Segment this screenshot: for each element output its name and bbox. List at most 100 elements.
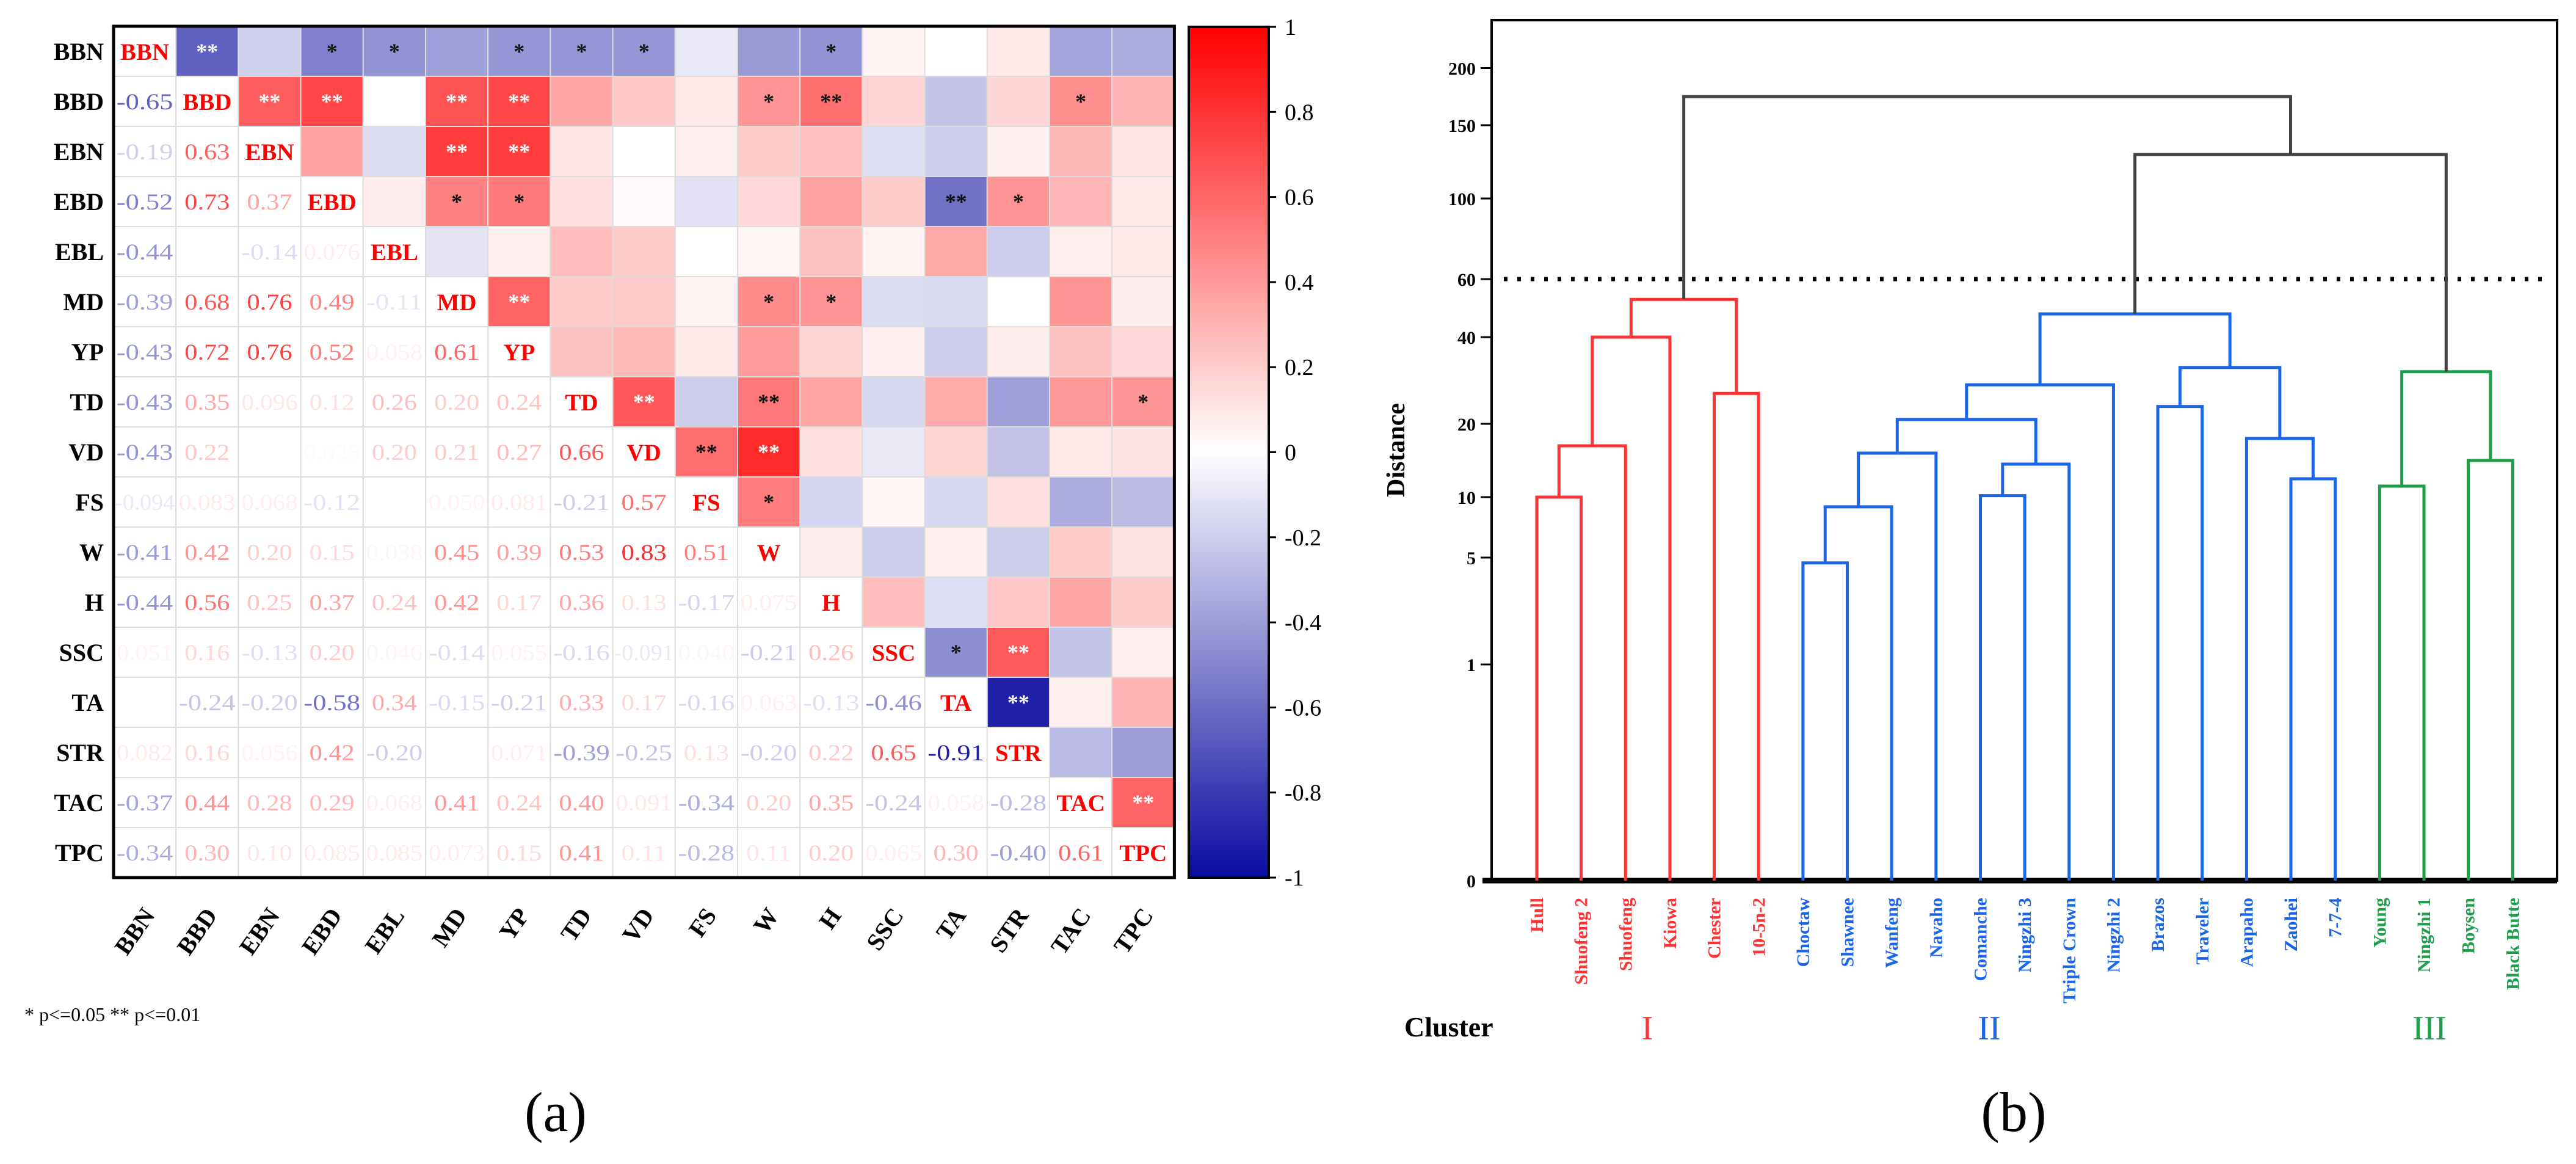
heatmap-cell xyxy=(612,226,676,277)
correlation-value: -0.20 xyxy=(241,691,298,716)
cluster-label: I xyxy=(1642,1009,1653,1047)
heatmap-cell xyxy=(425,276,489,327)
correlation-value: 0.063 xyxy=(741,691,797,716)
row-label: BBD xyxy=(54,88,104,115)
diagonal-label: VD xyxy=(627,440,661,466)
correlation-value: -0.13 xyxy=(803,691,860,716)
correlation-value: 0.42 xyxy=(434,591,479,616)
correlation-value: 0.12 xyxy=(310,390,355,415)
diagonal-label: EBD xyxy=(308,189,357,216)
row-label: YP xyxy=(71,338,104,366)
diagonal-label: BBN xyxy=(120,39,169,65)
correlation-value: 0.065 xyxy=(865,841,922,866)
heatmap-cell xyxy=(799,76,863,127)
y-tick-label: 100 xyxy=(1448,189,1476,209)
heatmap-cell xyxy=(175,677,239,728)
heatmap-cell xyxy=(113,176,177,227)
heatmap-cell xyxy=(986,426,1051,478)
leaf-label: Hull xyxy=(1527,898,1547,933)
dendrogram-branch xyxy=(1591,335,1672,881)
row-label: EBL xyxy=(55,238,104,266)
correlation-value: 0.058 xyxy=(927,791,984,816)
heatmap-cell xyxy=(1049,126,1113,177)
heatmap-cell xyxy=(1049,426,1113,478)
significance-mark: * xyxy=(513,39,524,64)
correlation-value: -0.091 xyxy=(614,641,674,666)
dendrogram-branch xyxy=(1557,444,1627,881)
heatmap-cell xyxy=(1049,627,1113,678)
leaf-label: Triple Crown xyxy=(2059,898,2080,1003)
dendrogram-branch xyxy=(1535,495,1583,881)
significance-mark: ** xyxy=(758,440,780,464)
correlation-value: 0.44 xyxy=(184,791,230,816)
correlation-value: -0.21 xyxy=(491,691,548,716)
heatmap-cell xyxy=(1111,176,1175,227)
significance-mark: * xyxy=(763,289,774,314)
column-label: EBD xyxy=(296,903,347,959)
heatmap-cell xyxy=(799,627,863,678)
row-label: EBD xyxy=(54,188,104,216)
correlation-value: -0.43 xyxy=(117,340,173,365)
dendrogram-branch xyxy=(2156,405,2204,881)
correlation-value: 0.083 xyxy=(179,490,236,515)
correlation-value: -0.14 xyxy=(241,240,298,265)
heatmap-cell xyxy=(862,376,926,427)
heatmap-cell xyxy=(487,126,551,177)
heatmap-cell xyxy=(300,526,364,578)
diagonal-label: BBD xyxy=(183,89,231,115)
cluster-label: II xyxy=(1978,1009,2000,1047)
heatmap-cell xyxy=(362,476,426,528)
heatmap-cell xyxy=(362,677,426,728)
correlation-value: -0.094 xyxy=(115,490,175,515)
heatmap-cell xyxy=(674,526,739,578)
heatmap-cell xyxy=(425,476,489,528)
correlation-value: 0.26 xyxy=(808,641,854,666)
column-label: EBL xyxy=(359,903,410,958)
heatmap-cell xyxy=(986,627,1051,678)
heatmap-cell xyxy=(425,376,489,427)
leaf-label: Shuofeng 2 xyxy=(1572,898,1592,985)
column-label: BBD xyxy=(172,903,223,959)
significance-mark: * xyxy=(513,189,524,214)
leaf-label: Choctaw xyxy=(1793,898,1813,967)
heatmap-cell xyxy=(425,526,489,578)
colorbar-tick-label: -0.6 xyxy=(1285,695,1321,721)
correlation-value: 0.76 xyxy=(247,290,292,315)
significance-mark: * xyxy=(951,640,962,664)
correlation-value: -0.16 xyxy=(553,641,610,666)
row-label: TPC xyxy=(55,839,104,867)
column-label: MD xyxy=(426,903,472,951)
heatmap-cell xyxy=(425,577,489,628)
heatmap-cell xyxy=(175,76,239,127)
column-label: H xyxy=(813,903,847,934)
significance-mark: ** xyxy=(508,139,530,164)
diagonal-label: FS xyxy=(692,490,720,516)
heatmap-cell xyxy=(612,827,676,878)
heatmap-cell xyxy=(612,426,676,478)
column-label: SSC xyxy=(861,903,909,955)
colorbar-tick-label: 0.8 xyxy=(1285,100,1314,125)
heatmap-cell xyxy=(550,476,614,528)
correlation-value: 0.051 xyxy=(117,641,173,666)
heatmap-cell xyxy=(986,727,1051,778)
heatmap-cell xyxy=(238,577,302,628)
significance-mark: * xyxy=(389,39,400,64)
heatmap-cell xyxy=(986,276,1051,327)
correlation-value: 0.29 xyxy=(310,791,355,816)
column-label: STR xyxy=(984,902,1034,957)
heatmap-cell xyxy=(425,727,489,778)
heatmap-cell xyxy=(238,276,302,327)
leaf-label: Young xyxy=(2370,898,2390,948)
diagonal-label: TA xyxy=(940,690,971,716)
heatmap-cell xyxy=(986,26,1051,77)
heatmap-cell xyxy=(799,827,863,878)
row-label: BBN xyxy=(54,38,104,65)
correlation-value: 0.082 xyxy=(117,741,173,766)
significance-mark: * xyxy=(576,39,587,64)
dendrogram-branch xyxy=(1682,95,2292,300)
correlation-value: 0.071 xyxy=(491,741,548,766)
correlation-value: -0.17 xyxy=(678,591,735,616)
heatmap-cell xyxy=(799,276,863,327)
heatmap-cell xyxy=(425,326,489,377)
heatmap-cell xyxy=(238,476,302,528)
